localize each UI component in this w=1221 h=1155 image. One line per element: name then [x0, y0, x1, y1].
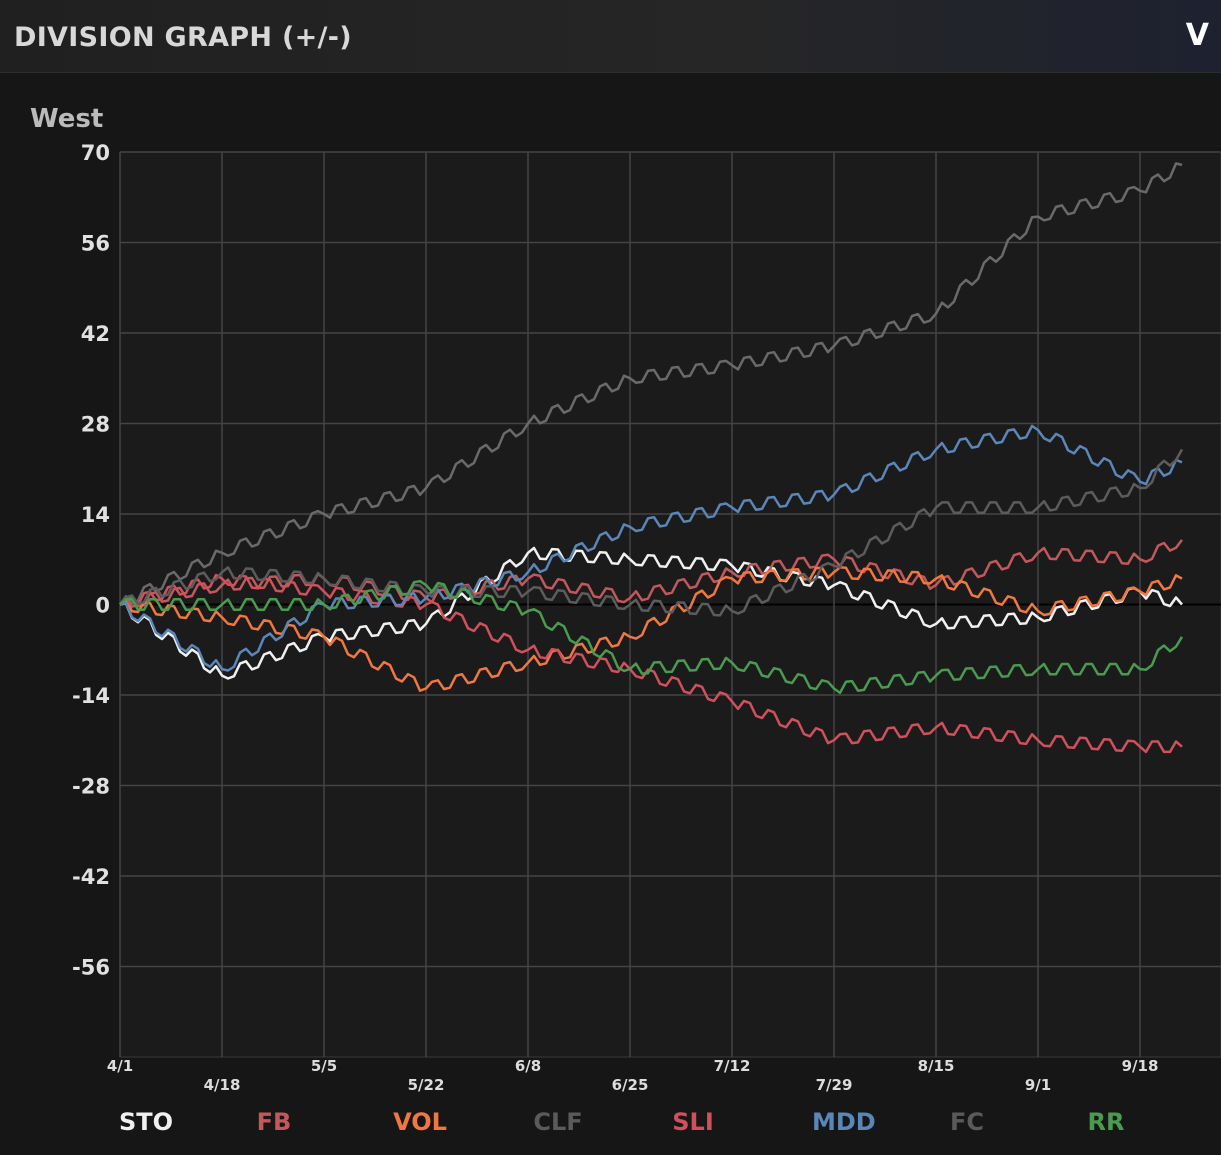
y-tick-label: -56: [72, 956, 110, 980]
x-tick-label: 4/18: [204, 1076, 241, 1094]
y-tick-label: 70: [81, 141, 110, 165]
legend-item-sto[interactable]: STO: [118, 1108, 174, 1136]
x-tick-label: 7/29: [816, 1076, 853, 1094]
y-tick-label: 56: [81, 232, 110, 256]
legend-item-clf[interactable]: CLF: [533, 1108, 583, 1136]
y-tick-label: -14: [72, 684, 110, 708]
x-tick-label: 8/15: [918, 1057, 955, 1075]
y-tick-label: 28: [81, 413, 110, 437]
legend-item-rr[interactable]: RR: [1087, 1108, 1125, 1136]
x-tick-label: 9/1: [1025, 1076, 1051, 1094]
panel-header: DIVISION GRAPH (+/-) V: [0, 0, 1221, 73]
y-tick-label: -42: [72, 865, 110, 889]
division-label: West: [30, 104, 104, 134]
series-line-rr: [119, 579, 1184, 695]
x-tick-label: 5/5: [311, 1057, 337, 1075]
series-line-fb: [119, 539, 1183, 608]
x-tick-label: 6/25: [612, 1076, 649, 1094]
panel-title: DIVISION GRAPH (+/-): [14, 22, 352, 53]
series-line-sli: [119, 573, 1183, 754]
y-tick-label: 0: [95, 594, 110, 618]
y-tick-label: 14: [81, 503, 110, 527]
legend-item-fb[interactable]: FB: [256, 1108, 292, 1136]
legend-item-mdd[interactable]: MDD: [812, 1108, 876, 1136]
x-tick-label: 6/8: [515, 1057, 541, 1075]
legend-item-vol[interactable]: VOL: [393, 1108, 447, 1136]
x-tick-label: 4/1: [107, 1057, 133, 1075]
legend-item-fc[interactable]: FC: [949, 1108, 984, 1136]
x-tick-label: 5/22: [408, 1076, 445, 1094]
division-line-chart: 70 56 42 28 14 0 -14 -28 -42 -56 4/1 4/18 5/5 5/22 6/8…: [72, 141, 1221, 1094]
x-tick-label: 9/18: [1122, 1057, 1159, 1075]
x-tick-label: 7/12: [714, 1057, 751, 1075]
series-line-vol: [119, 566, 1183, 692]
y-tick-label: 42: [81, 322, 110, 346]
collapse-chevron-icon[interactable]: V: [1185, 18, 1209, 53]
series-line-mdd: [119, 424, 1183, 672]
y-tick-label: -28: [72, 775, 110, 799]
series-line-fc: [119, 448, 1184, 617]
series-line-sto: [119, 546, 1183, 680]
legend-item-sli[interactable]: SLI: [672, 1108, 714, 1136]
series-line-clf: [118, 162, 1183, 606]
chart-legend: STO FB VOL CLF SLI MDD FC RR: [0, 1108, 1221, 1148]
